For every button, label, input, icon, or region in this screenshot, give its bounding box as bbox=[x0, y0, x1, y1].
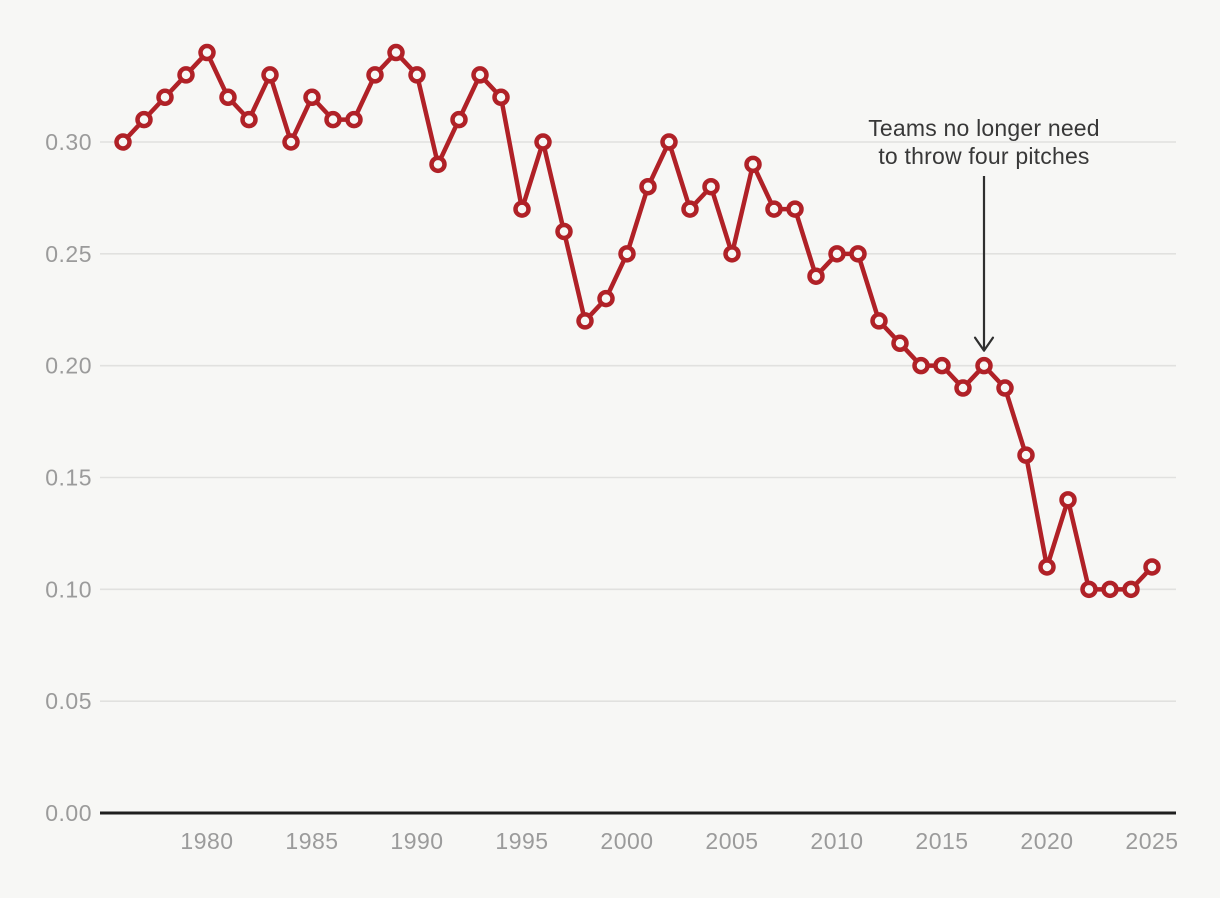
x-tick-label: 2000 bbox=[600, 828, 653, 854]
data-point-2018 bbox=[996, 379, 1014, 397]
data-point-1976 bbox=[114, 133, 132, 151]
data-point-2014 bbox=[912, 356, 930, 375]
y-tick-label: 0.10 bbox=[45, 576, 92, 602]
data-point-1980 bbox=[198, 43, 216, 62]
x-tick-label: 2005 bbox=[705, 828, 758, 854]
data-point-2010 bbox=[828, 245, 846, 263]
data-point-1993 bbox=[471, 66, 489, 84]
x-tick-label: 1990 bbox=[390, 828, 443, 854]
x-tick-label: 2010 bbox=[810, 828, 863, 854]
data-point-2009 bbox=[807, 267, 825, 285]
data-point-2006 bbox=[744, 155, 762, 174]
data-point-2012 bbox=[870, 312, 888, 330]
x-tick-label: 1985 bbox=[285, 828, 338, 854]
x-tick-label: 2015 bbox=[915, 828, 968, 854]
data-point-1986 bbox=[324, 110, 342, 129]
data-point-1996 bbox=[534, 133, 552, 151]
annotation-arrow-head bbox=[973, 336, 995, 352]
data-point-1984 bbox=[282, 133, 300, 151]
data-point-1978 bbox=[156, 88, 174, 107]
data-point-2019 bbox=[1017, 446, 1035, 464]
data-point-2003 bbox=[681, 200, 699, 218]
data-point-1998 bbox=[576, 312, 594, 330]
data-point-2025 bbox=[1143, 558, 1161, 576]
y-tick-label: 0.20 bbox=[45, 353, 92, 379]
data-point-1995 bbox=[513, 200, 531, 218]
data-point-2016 bbox=[954, 379, 972, 397]
data-point-2017 bbox=[975, 356, 993, 375]
data-point-2013 bbox=[891, 334, 909, 353]
data-point-1991 bbox=[429, 155, 447, 174]
data-point-2001 bbox=[639, 177, 657, 196]
data-point-2023 bbox=[1101, 580, 1119, 599]
data-point-1997 bbox=[555, 222, 573, 241]
data-point-1982 bbox=[240, 110, 258, 129]
data-point-1977 bbox=[135, 110, 153, 129]
data-point-2024 bbox=[1122, 580, 1140, 599]
data-point-2008 bbox=[786, 200, 804, 218]
y-tick-label: 0.15 bbox=[45, 465, 92, 491]
x-tick-label: 1995 bbox=[495, 828, 548, 854]
annotation-label: Teams no longer need to throw four pitch… bbox=[868, 114, 1100, 170]
data-point-2007 bbox=[765, 200, 783, 218]
data-point-1992 bbox=[450, 110, 468, 129]
data-point-1979 bbox=[177, 66, 195, 84]
annotation-line-2: to throw four pitches bbox=[878, 143, 1090, 169]
y-tick-label: 0.00 bbox=[45, 800, 92, 826]
y-tick-label: 0.25 bbox=[45, 241, 92, 267]
data-point-2002 bbox=[660, 133, 678, 151]
data-point-2005 bbox=[723, 245, 741, 263]
data-point-1990 bbox=[408, 66, 426, 84]
data-point-2000 bbox=[618, 245, 636, 263]
data-point-1987 bbox=[345, 110, 363, 129]
y-tick-label: 0.05 bbox=[45, 688, 92, 714]
x-tick-label: 1980 bbox=[180, 828, 233, 854]
data-point-2015 bbox=[933, 356, 951, 375]
x-tick-label: 2025 bbox=[1125, 828, 1178, 854]
data-point-2004 bbox=[702, 177, 720, 196]
x-tick-label: 2020 bbox=[1020, 828, 1073, 854]
data-point-1983 bbox=[261, 66, 279, 84]
annotation-line-1: Teams no longer need bbox=[868, 115, 1100, 141]
data-point-2021 bbox=[1059, 491, 1077, 509]
data-point-2020 bbox=[1038, 558, 1056, 576]
data-point-1988 bbox=[366, 66, 384, 84]
data-point-1989 bbox=[387, 43, 405, 62]
data-point-1985 bbox=[303, 88, 321, 107]
data-point-1999 bbox=[597, 289, 615, 308]
data-point-2022 bbox=[1080, 580, 1098, 599]
data-point-1981 bbox=[219, 88, 237, 107]
data-point-1994 bbox=[492, 88, 510, 107]
y-tick-label: 0.30 bbox=[45, 129, 92, 155]
data-point-2011 bbox=[849, 245, 867, 263]
